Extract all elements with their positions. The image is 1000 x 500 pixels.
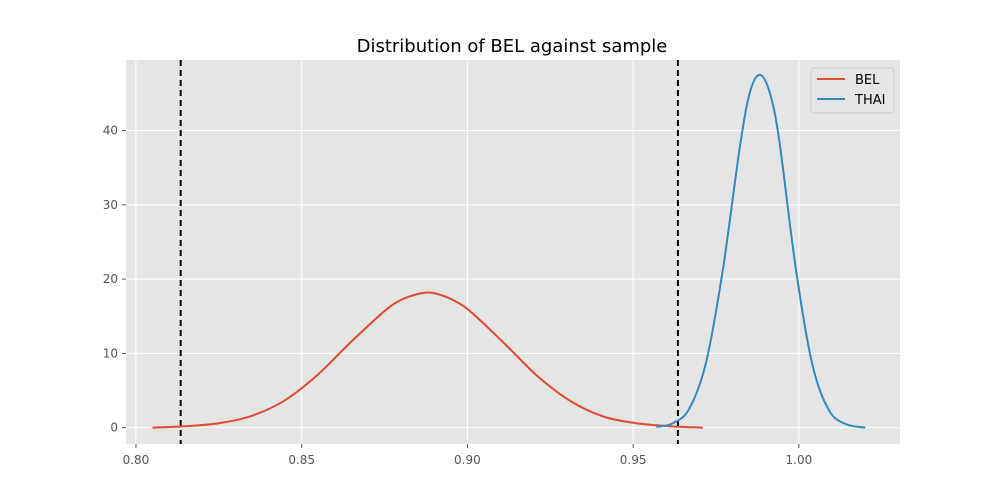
x-tick-label: 0.80 <box>123 453 150 467</box>
series-line-bel <box>152 291 703 429</box>
x-tick-label: 0.90 <box>454 453 481 467</box>
y-tick-label: 20 <box>103 272 118 286</box>
y-tick-label: 30 <box>103 198 118 212</box>
reference-lines <box>179 60 679 444</box>
x-tick-label: 0.85 <box>288 453 315 467</box>
series-lines <box>152 73 866 429</box>
x-tick-label: 1.00 <box>786 453 813 467</box>
legend-label-thai: THAI <box>854 93 885 108</box>
y-tick-label: 10 <box>103 346 118 360</box>
chart-title: Distribution of BEL against sample <box>357 36 668 57</box>
y-tick-label: 40 <box>103 124 118 138</box>
y-tick-label: 0 <box>110 421 118 435</box>
tick-labels: 0.80 0.85 0.90 0.95 1.00 0 10 20 30 40 <box>103 124 813 467</box>
x-tick-label: 0.95 <box>620 453 647 467</box>
legend-label-bel: BEL <box>855 73 880 88</box>
series-line-thai <box>656 73 866 429</box>
legend: BEL THAI <box>810 67 895 114</box>
plot-background <box>126 60 900 444</box>
